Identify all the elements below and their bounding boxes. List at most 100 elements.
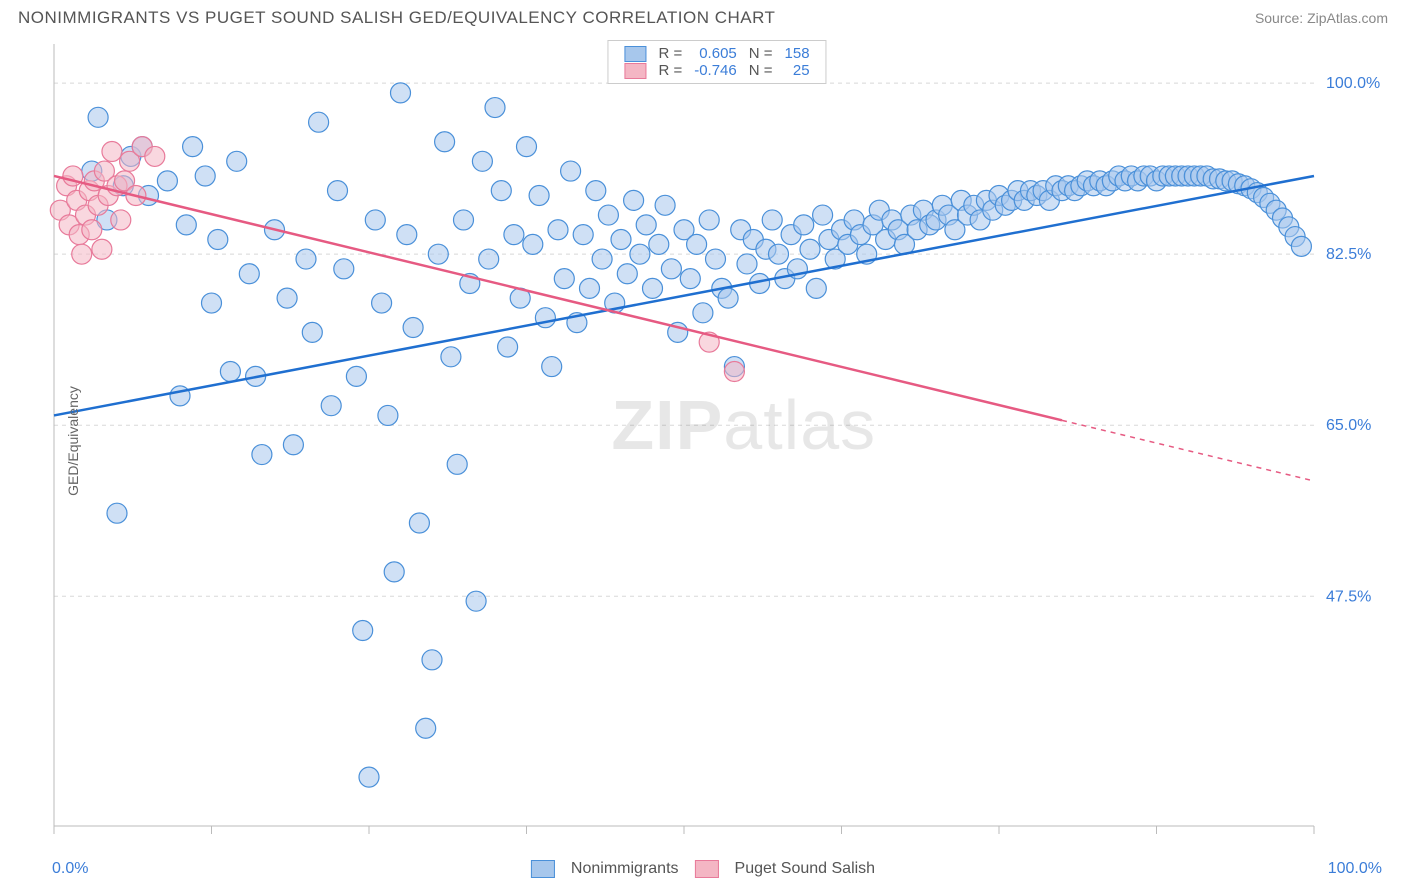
data-point <box>485 98 505 118</box>
data-point <box>384 562 404 582</box>
data-point <box>92 239 112 259</box>
y-tick-label: 100.0% <box>1326 75 1380 92</box>
scatter-chart: 47.5% 65.0% 82.5% 100.0% <box>48 40 1386 842</box>
data-point <box>718 288 738 308</box>
data-point <box>353 621 373 641</box>
data-point <box>636 215 656 235</box>
data-point <box>346 366 366 386</box>
data-point <box>157 171 177 191</box>
data-point <box>504 225 524 245</box>
source-label: Source: ZipAtlas.com <box>1255 10 1388 26</box>
trend-line <box>54 176 1314 415</box>
data-point <box>309 112 329 132</box>
data-point <box>762 210 782 230</box>
data-point <box>699 210 719 230</box>
data-point <box>624 190 644 210</box>
data-point <box>655 195 675 215</box>
data-point <box>554 269 574 289</box>
data-point <box>447 454 467 474</box>
data-point <box>391 83 411 103</box>
data-point <box>441 347 461 367</box>
data-point <box>724 361 744 381</box>
data-point <box>592 249 612 269</box>
x-axis-max-label: 100.0% <box>1328 860 1382 878</box>
legend-label: Nonimmigrants <box>571 860 679 877</box>
data-point <box>220 361 240 381</box>
data-point <box>372 293 392 313</box>
data-point <box>195 166 215 186</box>
data-point <box>365 210 385 230</box>
data-point <box>107 503 127 523</box>
data-point <box>498 337 518 357</box>
correlation-legend: R =0.605N =158R =-0.746N =25 <box>607 40 826 84</box>
data-point <box>145 146 165 166</box>
data-point <box>466 591 486 611</box>
y-tick-label: 82.5% <box>1326 246 1371 263</box>
data-point <box>800 239 820 259</box>
series-legend: Nonimmigrants Puget Sound Salish <box>523 860 883 878</box>
data-point <box>523 234 543 254</box>
data-point <box>208 230 228 250</box>
data-point <box>806 278 826 298</box>
data-point <box>454 210 474 230</box>
trend-line-extrapolated <box>1062 420 1314 481</box>
data-point <box>1291 236 1311 256</box>
data-point <box>706 249 726 269</box>
data-point <box>328 181 348 201</box>
data-point <box>102 142 122 162</box>
data-point <box>378 405 398 425</box>
data-point <box>535 308 555 328</box>
data-point <box>491 181 511 201</box>
data-point <box>643 278 663 298</box>
data-point <box>334 259 354 279</box>
data-point <box>617 264 637 284</box>
plot-area: GED/Equivalency 47.5%65.0%82.5%100.0% ZI… <box>48 40 1386 842</box>
data-point <box>252 445 272 465</box>
data-point <box>397 225 417 245</box>
data-point <box>111 210 131 230</box>
data-point <box>416 718 436 738</box>
data-point <box>580 278 600 298</box>
data-point <box>598 205 618 225</box>
data-point <box>202 293 222 313</box>
data-point <box>586 181 606 201</box>
data-point <box>542 357 562 377</box>
data-point <box>479 249 499 269</box>
data-point <box>183 137 203 157</box>
data-point <box>687 234 707 254</box>
data-point <box>693 303 713 323</box>
data-point <box>321 396 341 416</box>
data-point <box>403 317 423 337</box>
data-point <box>649 234 669 254</box>
y-tick-label: 47.5% <box>1326 588 1371 605</box>
data-point <box>561 161 581 181</box>
data-point <box>661 259 681 279</box>
data-point <box>409 513 429 533</box>
x-axis-min-label: 0.0% <box>52 860 88 878</box>
data-point <box>529 186 549 206</box>
data-point <box>277 288 297 308</box>
data-point <box>72 244 92 264</box>
chart-title: NONIMMIGRANTS VS PUGET SOUND SALISH GED/… <box>18 8 775 28</box>
data-point <box>680 269 700 289</box>
data-point <box>422 650 442 670</box>
data-point <box>794 215 814 235</box>
data-point <box>769 244 789 264</box>
data-point <box>176 215 196 235</box>
data-point <box>517 137 537 157</box>
data-point <box>239 264 259 284</box>
data-point <box>359 767 379 787</box>
data-point <box>302 322 322 342</box>
y-tick-label: 65.0% <box>1326 417 1371 434</box>
data-point <box>573 225 593 245</box>
data-point <box>82 220 102 240</box>
y-axis-label: GED/Equivalency <box>65 386 81 496</box>
data-point <box>611 230 631 250</box>
data-point <box>472 151 492 171</box>
data-point <box>227 151 247 171</box>
legend-label: Puget Sound Salish <box>735 860 876 877</box>
data-point <box>435 132 455 152</box>
data-point <box>283 435 303 455</box>
data-point <box>630 244 650 264</box>
data-point <box>296 249 316 269</box>
